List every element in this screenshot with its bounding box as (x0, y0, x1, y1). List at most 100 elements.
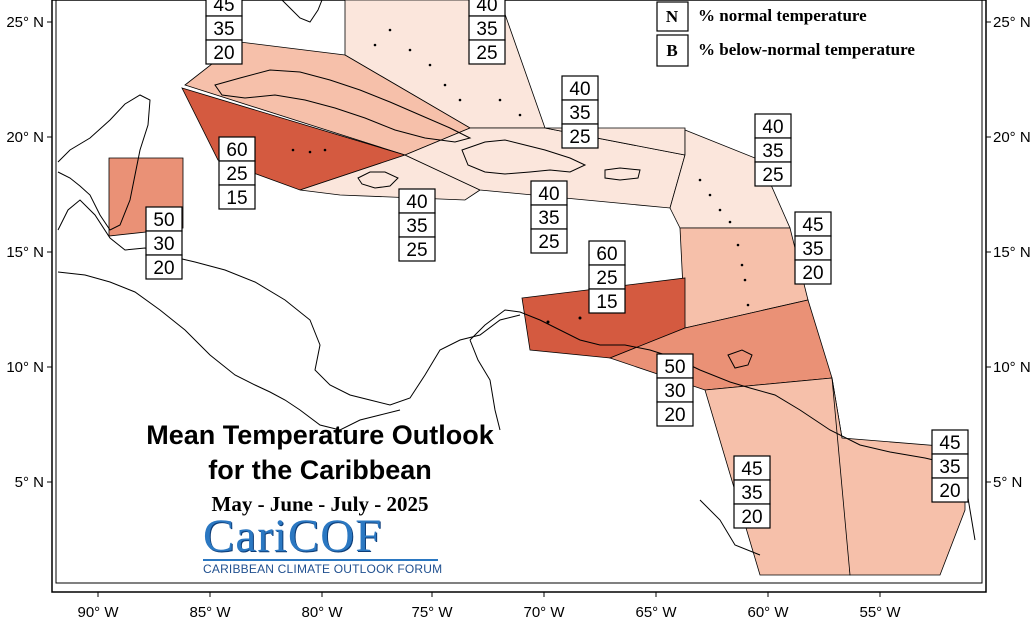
prob-below: 25 (538, 232, 559, 253)
prob-below: 25 (762, 165, 783, 186)
prob-stack-belize: 50 30 20 (145, 206, 183, 280)
prob-above: 40 (762, 117, 783, 138)
prob-stack-jamaica: 40 35 25 (398, 188, 436, 262)
prob-above: 40 (569, 79, 590, 100)
coast-trinidad (727, 349, 753, 369)
x-tick-label: 85° W (189, 604, 231, 621)
prob-below: 20 (802, 263, 823, 284)
x-tick-label: 65° W (635, 604, 677, 621)
prob-above: 45 (213, 0, 234, 16)
coast-jamaica (357, 171, 399, 189)
x-tick-label: 75° W (411, 604, 453, 621)
prob-normal: 30 (153, 234, 174, 255)
prob-stack-cuba-west: 45 35 20 (205, 0, 243, 65)
x-axis (97, 592, 881, 597)
prob-cell-below (561, 123, 599, 149)
y-tick-label: 10° N (993, 359, 1031, 376)
prob-cell-below (733, 503, 771, 529)
prob-above: 45 (939, 433, 960, 454)
prob-below: 25 (406, 240, 427, 261)
prob-cell-below (398, 236, 436, 262)
prob-stack-trinidad: 50 30 20 (656, 353, 694, 427)
prob-cell-below (931, 477, 969, 503)
region-suriname (831, 377, 966, 576)
prob-normal: 35 (939, 457, 960, 478)
prob-below: 20 (741, 507, 762, 528)
map-title-line1: Mean Temperature Outlook (146, 420, 494, 450)
legend-text: % normal temperature (698, 6, 867, 25)
prob-cell-below (205, 39, 243, 65)
prob-stack-guyana: 45 35 20 (733, 455, 771, 529)
x-tick-label: 80° W (301, 604, 343, 621)
y-tick-label: 25° N (993, 14, 1031, 31)
prob-below: 15 (226, 188, 247, 209)
x-tick-label: 90° W (77, 604, 119, 621)
y-tick-label: 15° N (6, 244, 44, 261)
y-tick-label: 25° N (6, 14, 44, 31)
coast-central-america (57, 199, 521, 406)
prob-normal: 35 (213, 19, 234, 40)
season-period: May - June - July - 2025 (211, 492, 429, 516)
prob-cell-above (588, 240, 626, 266)
y-tick-label: 10° N (6, 359, 44, 376)
prob-above: 60 (226, 140, 247, 161)
y-tick-labels-left: 25° N 20° N 15° N 10° N 5° N (6, 14, 44, 491)
prob-cell-below (218, 184, 256, 210)
prob-above: 60 (596, 244, 617, 265)
prob-below: 25 (476, 43, 497, 64)
legend-key-box (656, 1, 689, 32)
map-title-line2: for the Caribbean (208, 455, 432, 485)
prob-stack-cuba-south: 60 25 15 (218, 136, 256, 210)
legend-key-box (656, 34, 689, 67)
legend-item-normal: N % normal temperature (656, 1, 867, 32)
prob-normal: 35 (762, 141, 783, 162)
prob-cell-below (588, 288, 626, 314)
prob-cell-normal (794, 235, 832, 261)
prob-cell-below (468, 39, 506, 65)
prob-cell-normal (754, 137, 792, 163)
legend-item-below: B % below-normal temperature (656, 34, 915, 67)
prob-above: 50 (664, 357, 685, 378)
x-tick-labels: 90° W 85° W 80° W 75° W 70° W 65° W 60° … (77, 604, 901, 621)
prob-cell-above (794, 211, 832, 237)
prob-normal: 35 (476, 19, 497, 40)
prob-normal: 25 (226, 164, 247, 185)
prob-cell-above (733, 455, 771, 481)
prob-normal: 35 (569, 103, 590, 124)
probability-stacks: 40 35 25 45 35 20 60 25 15 50 30 20 (145, 0, 969, 529)
prob-below: 20 (213, 43, 234, 64)
coast-yucatan (57, 94, 151, 231)
prob-cell-below (794, 259, 832, 285)
prob-below: 20 (153, 258, 174, 279)
prob-above: 40 (476, 0, 497, 16)
y-axis-left (47, 21, 52, 483)
inner-frame (55, 0, 983, 584)
caricof-logo: CariCOF CARIBBEAN CLIMATE OUTLOOK FORUM (203, 513, 442, 576)
prob-stack-leeward: 40 35 25 (754, 113, 792, 187)
x-tick-label: 55° W (859, 604, 901, 621)
prob-stack-hispaniola: 40 35 25 (530, 180, 568, 254)
y-axis-right (986, 21, 991, 483)
prob-normal: 25 (596, 268, 617, 289)
map-frame (51, 0, 987, 593)
legend-text: % below-normal temperature (698, 40, 915, 59)
legend-key: B (666, 41, 677, 60)
prob-cell-normal (398, 212, 436, 238)
prob-below: 20 (939, 481, 960, 502)
coast-guianas-inner (699, 499, 761, 556)
prob-above: 40 (406, 192, 427, 213)
prob-below: 15 (596, 292, 617, 313)
y-tick-label: 15° N (993, 244, 1031, 261)
legend-key: N (666, 7, 679, 26)
prob-normal: 35 (741, 483, 762, 504)
prob-cell-above (656, 353, 694, 379)
coast-florida (281, 0, 323, 23)
y-tick-label: 5° N (993, 474, 1022, 491)
prob-cell-below (145, 254, 183, 280)
prob-normal: 35 (538, 208, 559, 229)
prob-normal: 30 (664, 381, 685, 402)
coast-hispaniola (461, 139, 587, 175)
coastlines (57, 0, 976, 556)
prob-above: 45 (802, 215, 823, 236)
coast-puerto-rico (604, 167, 641, 181)
